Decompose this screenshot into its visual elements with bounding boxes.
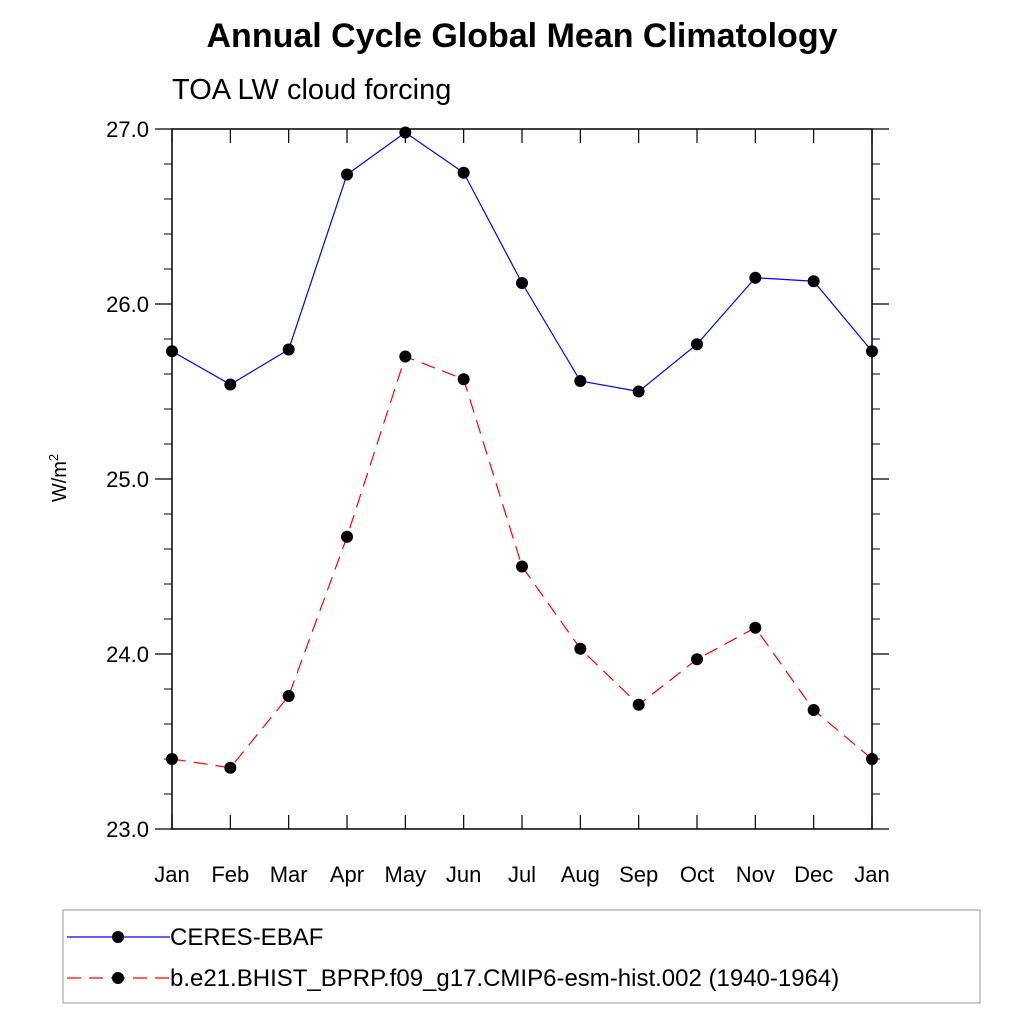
series-1-point: [341, 530, 353, 543]
axis-ticks: [155, 128, 889, 830]
series-0-point: [516, 277, 528, 289]
chart-subtitle: TOA LW cloud forcing: [172, 74, 451, 106]
series-0-point: [574, 375, 587, 387]
x-tick-label: Dec: [794, 862, 833, 887]
y-tick-label: 27.0: [106, 117, 149, 142]
x-tick-labels: Jan Feb Mar Apr May Jun Jul Aug Sep Oct Nov Dec Jan: [154, 862, 889, 887]
series-0-point: [807, 275, 820, 288]
x-tick-label: Jan: [854, 862, 889, 887]
series-0-point: [632, 385, 645, 398]
x-tick-label: Jul: [508, 862, 536, 887]
x-tick-label: Apr: [330, 862, 364, 887]
legend-label-model: b.e21.BHIST_BPRP.f09_g17.CMIP6-esm-hist.…: [170, 965, 839, 992]
series-1-point: [399, 350, 412, 363]
series-1-point: [691, 653, 703, 666]
x-tick-label: Mar: [270, 862, 308, 887]
plot-frame: [171, 128, 873, 830]
chart-title: Annual Cycle Global Mean Climatology: [207, 17, 838, 55]
x-tick-label: Feb: [211, 862, 249, 887]
series-0-point: [341, 168, 353, 181]
x-tick-label: Sep: [619, 862, 658, 887]
series-0-point: [224, 378, 237, 391]
series-1-point: [574, 642, 587, 655]
x-tick-label: Aug: [561, 862, 600, 887]
series-0-point: [749, 271, 762, 284]
series-1-point: [807, 704, 820, 716]
series-1-point: [749, 621, 762, 634]
legend-label-ceres: CERES-EBAF: [170, 924, 323, 951]
series-0-point: [457, 166, 470, 179]
series-layer: [166, 126, 878, 774]
series-0-point: [282, 343, 295, 356]
series-1-point: [632, 698, 645, 711]
y-tick-label: 23.0: [106, 817, 149, 842]
y-tick-label: 24.0: [106, 642, 149, 667]
x-tick-label: Oct: [680, 862, 714, 887]
legend-marker-model: [112, 972, 124, 984]
y-axis-label: W/m2: [46, 454, 71, 502]
legend-marker-ceres: [112, 931, 124, 943]
series-0-point: [691, 338, 703, 351]
x-tick-label: May: [385, 862, 427, 887]
series-line-0: [171, 131, 873, 393]
series-1-point: [516, 560, 528, 573]
y-tick-label: 25.0: [106, 467, 149, 492]
legend: CERES-EBAF b.e21.BHIST_BPRP.f09_g17.CMIP…: [62, 909, 981, 1004]
series-1-point: [457, 373, 470, 386]
series-1-point: [224, 761, 237, 774]
x-tick-label: Jan: [154, 862, 189, 887]
y-tick-labels: 23.0 24.0 25.0 26.0 27.0: [106, 117, 149, 842]
x-tick-label: Nov: [736, 862, 775, 887]
y-tick-label: 26.0: [106, 292, 149, 317]
series-1-point: [282, 690, 295, 702]
x-tick-label: Jun: [446, 862, 481, 887]
legend-box: [62, 909, 981, 1004]
